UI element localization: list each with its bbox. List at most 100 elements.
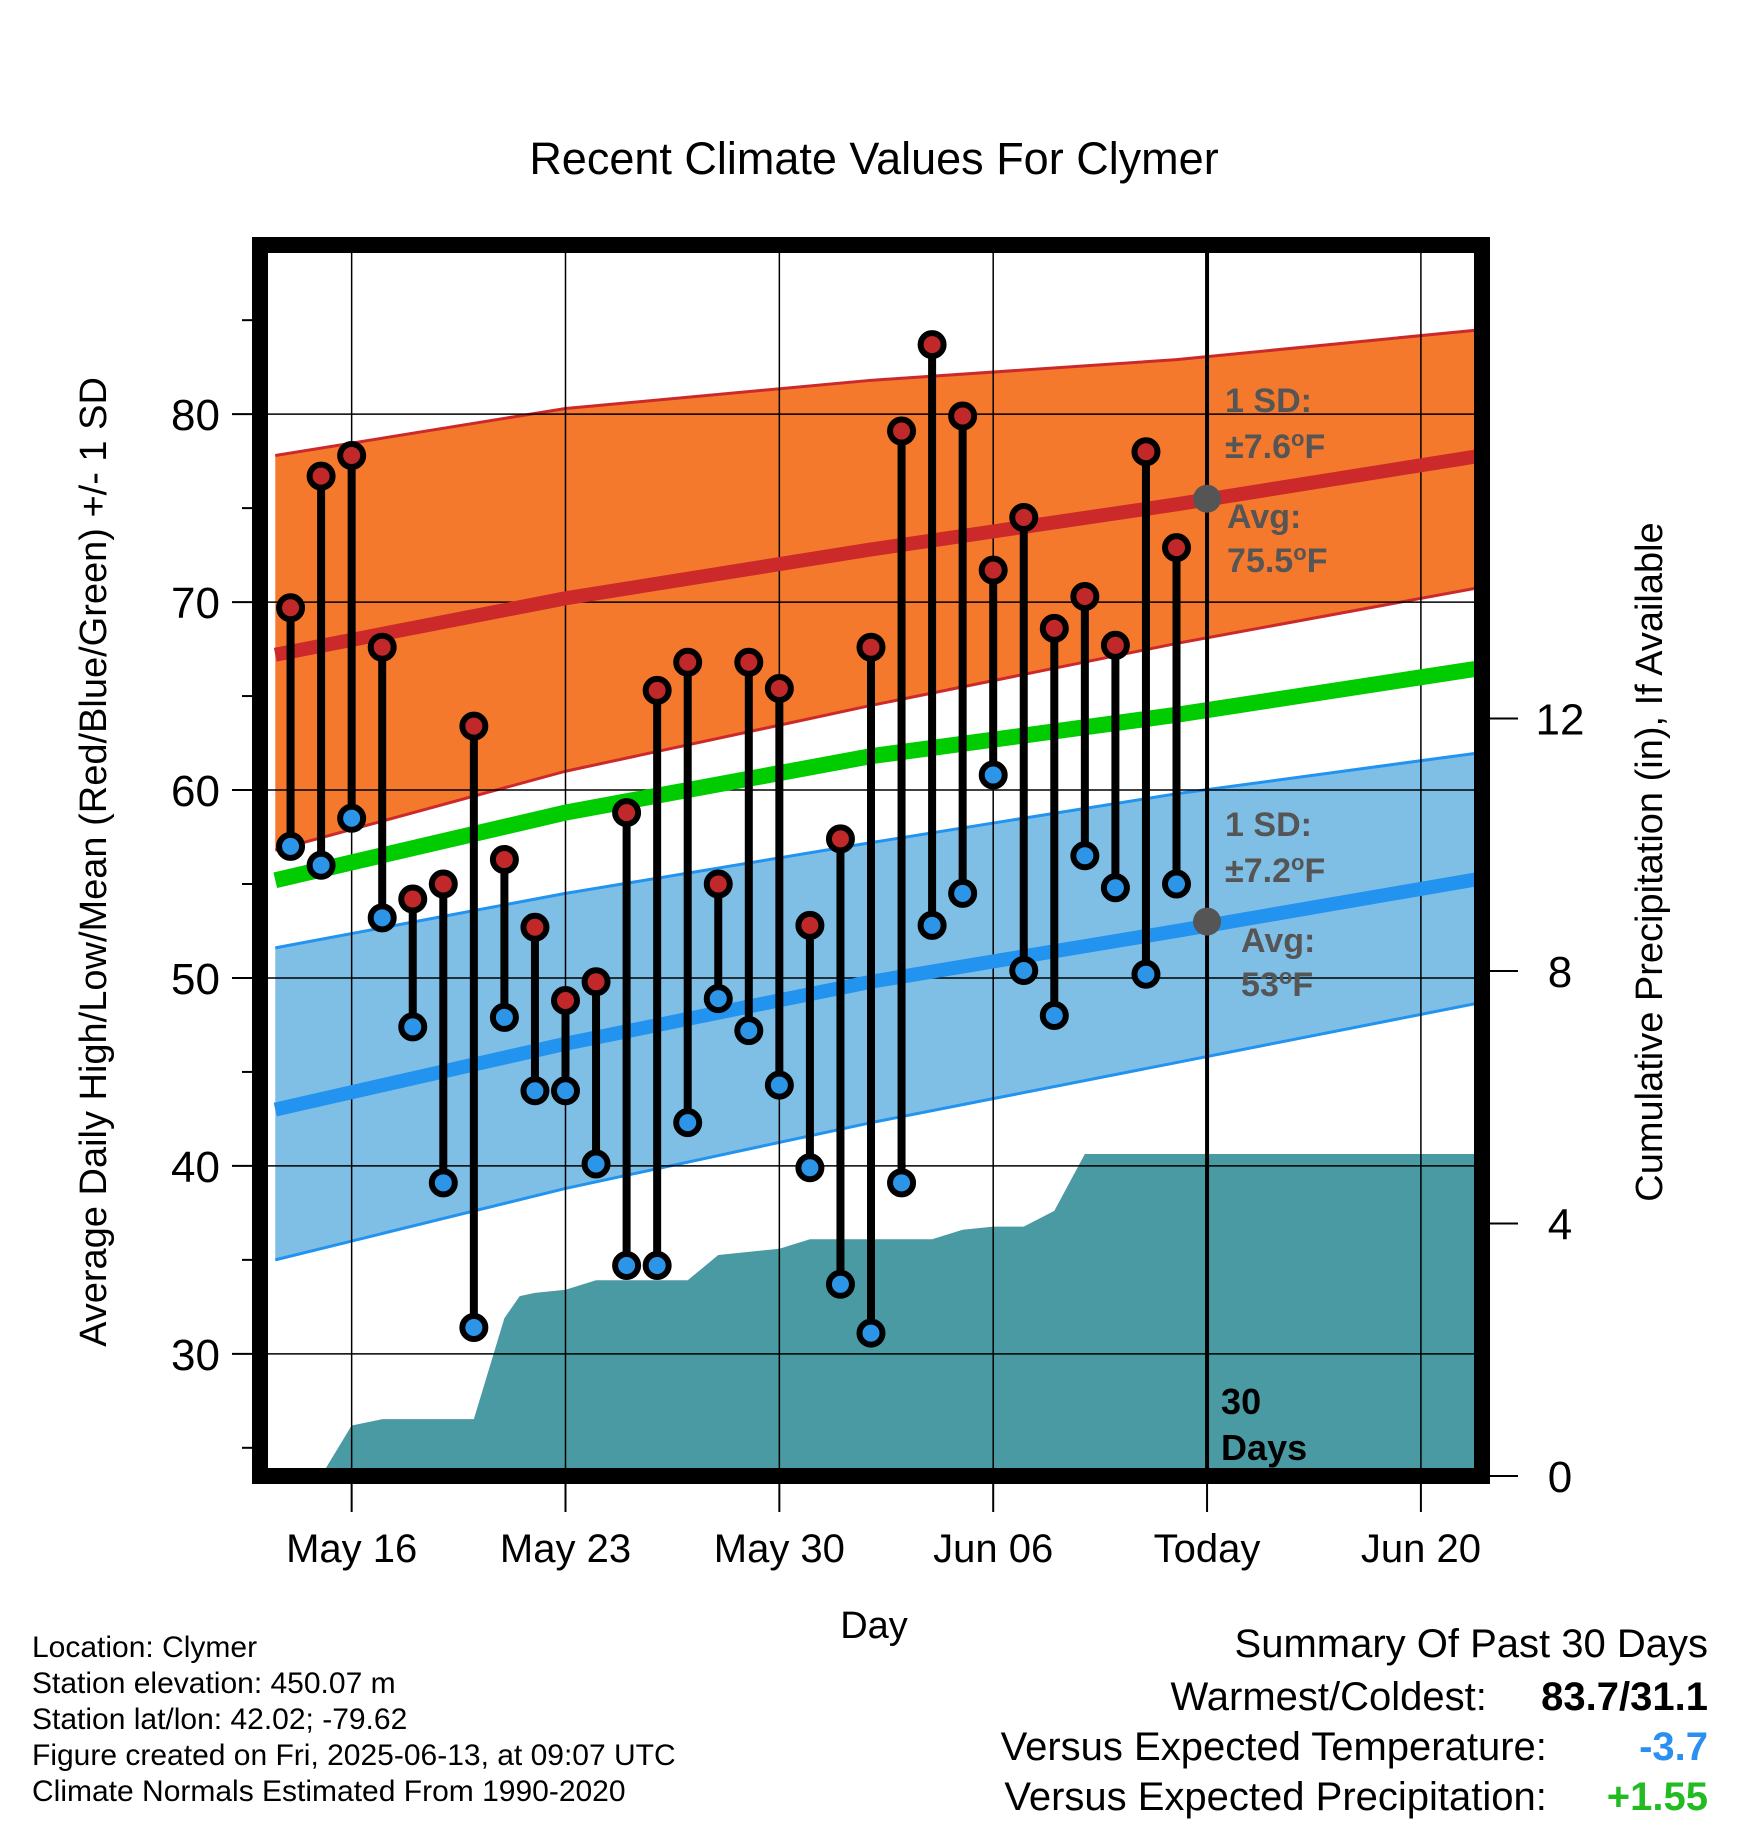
high-temp-point [276, 593, 306, 623]
y-tick-label: 60 [171, 767, 220, 816]
high-avg-value: 75.5oF [1227, 540, 1327, 581]
high-sd-value: ±7.6oF [1225, 426, 1325, 467]
latlon-text: Station lat/lon: 42.02; -79.62 [32, 1703, 408, 1736]
x-tick-label: May 23 [500, 1527, 631, 1571]
high-temp-point [703, 869, 733, 899]
high-upper-edge [275, 328, 1482, 457]
plot-area: 1 SD: ±7.6oF Avg: 75.5oF 1 SD: ±7.2oF Avg: 53oF… [171, 237, 1585, 1571]
low-temp-point [978, 760, 1008, 790]
high-temp-point [825, 824, 855, 854]
low-avg-value: 53oF [1241, 964, 1313, 1005]
high-temp-point [887, 416, 917, 446]
high-temp-point [337, 440, 367, 470]
low-temp-point [337, 803, 367, 833]
location-text: Location: Clymer [32, 1631, 258, 1664]
high-temp-point [642, 675, 672, 705]
high-temp-point [948, 401, 978, 431]
warmest-label: Warmest/Coldest: [1170, 1675, 1487, 1719]
low-temp-point [520, 1076, 550, 1106]
high-temp-point [1131, 437, 1161, 467]
low-temp-point [856, 1318, 886, 1348]
created-text: Figure created on Fri, 2025-06-13, at 09… [32, 1739, 676, 1772]
x-tick-label: May 16 [286, 1527, 417, 1571]
high-temp-point [1100, 630, 1130, 660]
high-temp-point [459, 711, 489, 741]
high-sd-label: 1 SD: [1225, 382, 1312, 420]
high-temp-point [306, 461, 336, 491]
y-tick-label: 40 [171, 1143, 220, 1192]
low-temp-point [1039, 1001, 1069, 1031]
y-tick-label: 30 [171, 1331, 220, 1380]
today-low-avg-dot [1193, 907, 1222, 936]
x-tick-label: Jun 20 [1361, 1527, 1481, 1571]
precip-label: Versus Expected Precipitation: [1004, 1775, 1547, 1819]
high-temp-point [367, 632, 397, 662]
high-temp-point [978, 555, 1008, 585]
low-temp-point [276, 831, 306, 861]
y-tick-label: 50 [171, 955, 220, 1004]
x-axis-label: Day [840, 1605, 908, 1647]
x-tick-label: May 30 [714, 1527, 845, 1571]
low-temp-point [398, 1012, 428, 1042]
warmest-value: 83.7/31.1 [1541, 1675, 1708, 1719]
days-word-label: Days [1221, 1427, 1307, 1468]
normals-text: Climate Normals Estimated From 1990-2020 [32, 1775, 626, 1808]
low-temp-point [1100, 873, 1130, 903]
low-temp-point [1162, 869, 1191, 899]
high-temp-point [764, 674, 794, 704]
low-temp-point [917, 910, 947, 940]
low-temp-point [825, 1269, 855, 1299]
low-temp-point [551, 1076, 580, 1106]
high-temp-point [917, 330, 947, 360]
high-avg-label: Avg: [1227, 498, 1301, 536]
high-temp-point [1009, 503, 1039, 533]
summary-precip-row: Versus Expected Precipitation: +1.55 [1004, 1775, 1708, 1820]
low-temp-point [489, 1002, 519, 1032]
elevation-text: Station elevation: 450.07 m [32, 1667, 396, 1700]
low-temp-point [734, 1016, 764, 1046]
high-temp-point [1070, 581, 1100, 611]
low-temp-point [367, 903, 397, 933]
high-temp-point [1039, 613, 1069, 643]
low-temp-point [673, 1108, 703, 1138]
precip-value: +1.55 [1606, 1775, 1708, 1819]
summary-temp-row: Versus Expected Temperature: -3.7 [1001, 1725, 1708, 1770]
summary-warmest-row: Warmest/Coldest: 83.7/31.1 [1171, 1675, 1709, 1720]
high-temp-point [1162, 533, 1191, 563]
y2-axis-label: Cumulative Precipitation (in), If Availa… [1629, 522, 1671, 1201]
high-temp-point [398, 884, 428, 914]
high-temp-point [551, 986, 580, 1016]
high-temp-point [520, 912, 550, 942]
high-temp-point [428, 869, 458, 899]
low-temp-point [612, 1251, 642, 1281]
low-sd-label: 1 SD: [1225, 806, 1312, 844]
low-temp-point [1070, 841, 1100, 871]
x-tick-label: Today [1154, 1527, 1261, 1571]
y-tick-label: 80 [171, 391, 220, 440]
station-info: Location: Clymer Station elevation: 450.… [32, 1630, 676, 1810]
temp-value: -3.7 [1639, 1725, 1708, 1769]
y-tick-label: 70 [171, 579, 220, 628]
temp-label: Versus Expected Temperature: [1000, 1725, 1547, 1769]
low-temp-point [459, 1313, 489, 1343]
y2-tick-label: 12 [1536, 695, 1585, 744]
precip-area [321, 1154, 1482, 1476]
high-mean-line [273, 448, 1482, 662]
y2-tick-label: 0 [1548, 1453, 1572, 1502]
y2-tick-label: 8 [1548, 948, 1572, 997]
x-tick-label: Jun 06 [933, 1527, 1053, 1571]
high-temp-point [612, 798, 642, 828]
high-sd-band [275, 329, 1482, 851]
low-temp-point [948, 878, 978, 908]
low-temp-point [428, 1168, 458, 1198]
low-sd-value: ±7.2oF [1225, 850, 1325, 891]
low-temp-point [1131, 959, 1161, 989]
high-temp-point [856, 632, 886, 662]
high-temp-point [795, 910, 825, 940]
days-count-label: 30 [1221, 1381, 1261, 1422]
high-temp-point [581, 967, 611, 997]
low-temp-point [642, 1251, 672, 1281]
y2-tick-label: 4 [1548, 1200, 1572, 1249]
summary-title: Summary Of Past 30 Days [1234, 1622, 1708, 1666]
